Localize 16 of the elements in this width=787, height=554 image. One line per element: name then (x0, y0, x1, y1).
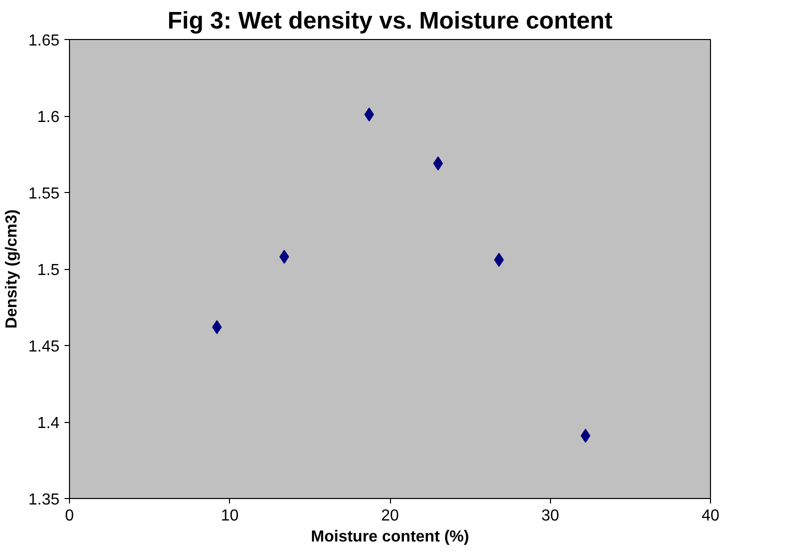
chart-title: Fig 3: Wet density vs. Moisture content (168, 8, 612, 34)
x-tick-label: 20 (381, 508, 399, 524)
y-axis-title: Density (g/cm3) (3, 209, 20, 329)
point (279, 250, 290, 264)
y-tick-label: 1.4 (37, 415, 60, 432)
x-tick-label: 40 (702, 508, 720, 524)
y-tick-label: 1.55 (28, 186, 60, 202)
y-tick-label: 1.6 (37, 109, 60, 126)
y-tick-label: 1.5 (37, 262, 60, 279)
y-tick-label: 1.45 (28, 338, 60, 356)
x-tick-label: 10 (220, 508, 239, 524)
y-tick-label: 1.65 (28, 32, 60, 50)
x-tick-label: 30 (541, 508, 560, 524)
x-tick-label: 0 (65, 508, 74, 524)
y-tick-label: 1.35 (28, 492, 60, 508)
x-axis-title: Moisture content (%) (310, 528, 470, 546)
